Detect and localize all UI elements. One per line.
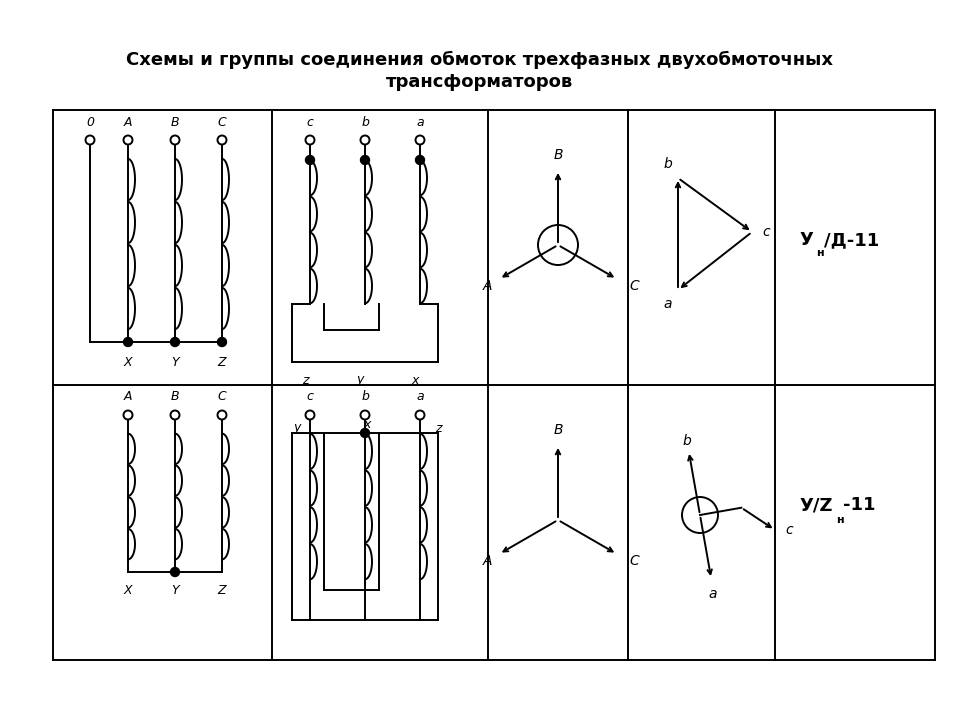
Text: y: y — [294, 421, 300, 434]
Circle shape — [416, 135, 424, 145]
Text: н: н — [816, 248, 824, 258]
Text: A: A — [124, 390, 132, 403]
Circle shape — [218, 135, 227, 145]
Circle shape — [305, 156, 315, 164]
Text: X: X — [124, 356, 132, 369]
Text: x: x — [363, 418, 371, 431]
Text: a: a — [417, 115, 423, 128]
Text: z: z — [435, 421, 442, 434]
Text: н: н — [836, 515, 844, 525]
Circle shape — [218, 410, 227, 420]
Text: Схемы и группы соединения обмоток трехфазных двухобмоточных: Схемы и группы соединения обмоток трехфа… — [127, 51, 833, 69]
Circle shape — [171, 338, 180, 346]
Circle shape — [416, 156, 424, 164]
Text: b: b — [361, 390, 369, 403]
Text: z: z — [301, 374, 308, 387]
Text: C: C — [629, 554, 639, 568]
Text: C: C — [218, 115, 227, 128]
Text: 0: 0 — [86, 115, 94, 128]
Circle shape — [416, 410, 424, 420]
Text: Z: Z — [218, 356, 227, 369]
Text: y: y — [356, 374, 364, 387]
Text: a: a — [663, 297, 672, 311]
Text: c: c — [306, 390, 313, 403]
Text: A: A — [124, 115, 132, 128]
Text: a: a — [417, 390, 423, 403]
Text: b: b — [683, 434, 691, 448]
Text: B: B — [171, 390, 180, 403]
Circle shape — [85, 135, 94, 145]
Text: c: c — [306, 115, 313, 128]
Text: C: C — [629, 279, 639, 293]
Text: B: B — [553, 148, 563, 162]
Text: Z: Z — [218, 583, 227, 596]
Text: Y: Y — [171, 583, 179, 596]
Text: Y: Y — [171, 356, 179, 369]
Text: b: b — [361, 115, 369, 128]
Circle shape — [361, 410, 370, 420]
Circle shape — [171, 567, 180, 577]
Text: c: c — [762, 225, 770, 239]
Circle shape — [124, 410, 132, 420]
Circle shape — [124, 135, 132, 145]
Circle shape — [305, 410, 315, 420]
Text: У: У — [800, 231, 814, 249]
Text: x: x — [411, 374, 419, 387]
Text: b: b — [663, 157, 672, 171]
Circle shape — [361, 135, 370, 145]
Text: -11: -11 — [843, 496, 876, 514]
Text: A: A — [482, 554, 492, 568]
Circle shape — [218, 338, 227, 346]
Circle shape — [124, 338, 132, 346]
Circle shape — [361, 156, 370, 164]
Text: B: B — [553, 423, 563, 437]
Text: трансформаторов: трансформаторов — [386, 73, 574, 91]
Text: B: B — [171, 115, 180, 128]
Text: c: c — [785, 523, 793, 537]
Text: X: X — [124, 583, 132, 596]
Circle shape — [171, 135, 180, 145]
Circle shape — [305, 135, 315, 145]
Text: a: a — [708, 587, 717, 601]
Text: C: C — [218, 390, 227, 403]
Text: A: A — [482, 279, 492, 293]
Text: У/Z: У/Z — [800, 496, 833, 514]
Text: /Д-11: /Д-11 — [824, 231, 879, 249]
Circle shape — [171, 410, 180, 420]
Circle shape — [361, 428, 370, 438]
